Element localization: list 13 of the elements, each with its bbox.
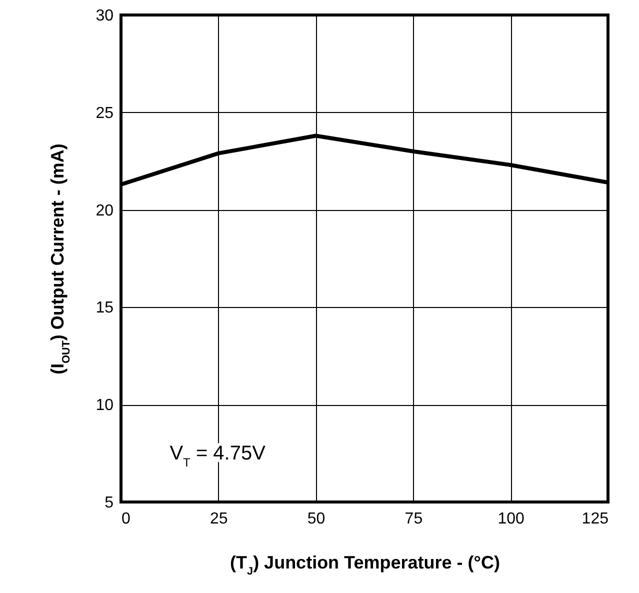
- y-tick-label: 25: [96, 104, 114, 122]
- y-tick-label: 20: [96, 202, 114, 220]
- y-tick-label: 15: [96, 300, 114, 317]
- y-tick-label: 10: [96, 397, 114, 414]
- y-tick-label: 5: [104, 494, 114, 512]
- x-tick-label: 125: [582, 510, 609, 528]
- x-tick-label: 100: [498, 510, 525, 528]
- x-tick-label: 50: [307, 510, 326, 528]
- x-axis-title: (T$_{J}$) Junction Temperature - (°C): [230, 552, 500, 578]
- x-tick-label: 0: [122, 510, 130, 528]
- x-tick-label: 75: [404, 510, 423, 528]
- x-tick-label: 25: [210, 510, 228, 528]
- y-tick-label: 30: [96, 8, 114, 24]
